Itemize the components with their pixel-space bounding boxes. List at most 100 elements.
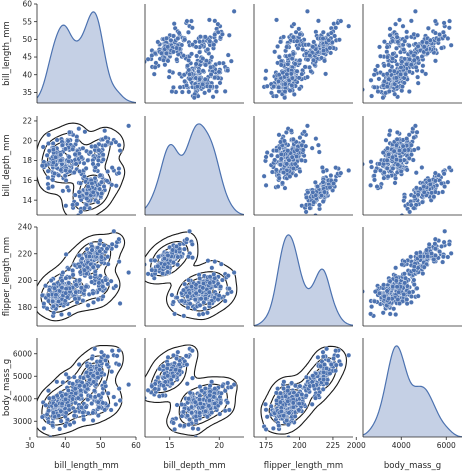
scatter-point: [177, 84, 183, 90]
scatter-point: [102, 128, 108, 134]
y-tick-label: 16: [22, 176, 32, 185]
scatter-point: [320, 386, 326, 392]
scatter-point: [138, 76, 143, 81]
scatter-point: [313, 395, 319, 401]
scatter-point: [97, 358, 103, 364]
scatter-point: [116, 236, 122, 242]
scatter-point: [189, 42, 195, 48]
scatter-point: [44, 306, 50, 312]
scatter-point: [401, 291, 407, 297]
scatter-point: [325, 357, 331, 363]
scatter-point: [105, 169, 111, 175]
scatter-point: [211, 271, 217, 277]
scatter-point: [39, 414, 45, 420]
scatter-point: [175, 35, 181, 41]
kde-fill-bill_depth_mm: [145, 123, 244, 215]
scatter-point: [333, 25, 339, 31]
scatter-point: [82, 129, 88, 135]
scatter-point: [72, 192, 78, 198]
scatter-points: [261, 123, 352, 215]
scatter-point: [290, 165, 296, 171]
scatter-point: [109, 369, 115, 375]
scatter-point: [156, 393, 162, 399]
scatter-point: [90, 264, 96, 270]
scatter-point: [327, 370, 333, 376]
scatter-point: [276, 132, 282, 138]
scatter-point: [320, 179, 326, 185]
scatter-point: [363, 87, 365, 93]
scatter-point: [381, 282, 387, 288]
scatter-point: [100, 152, 106, 158]
scatter-point: [442, 184, 448, 190]
scatter-point: [273, 93, 279, 99]
scatter-point: [415, 293, 421, 299]
scatter-point: [111, 228, 117, 234]
scatter-point: [70, 146, 76, 152]
scatter-point: [50, 303, 56, 309]
scatter-point: [281, 169, 287, 175]
scatter-point: [199, 388, 205, 394]
scatter-point: [184, 18, 190, 24]
scatter-point: [411, 264, 417, 270]
scatter-point: [187, 71, 193, 77]
scatter-point: [175, 349, 181, 355]
scatter-point: [285, 61, 291, 67]
scatter-point: [193, 61, 199, 67]
scatter-point: [62, 423, 68, 429]
scatter-point: [76, 362, 82, 368]
scatter-point: [170, 247, 176, 253]
scatter-point: [390, 51, 396, 57]
panel-bill_depth_mm-vs-flipper_length_mm: [261, 123, 352, 215]
scatter-point: [189, 404, 195, 410]
scatter-point: [177, 71, 183, 77]
scatter-point: [282, 95, 288, 101]
scatter-point: [197, 76, 203, 82]
scatter-point: [310, 189, 316, 195]
scatter-point: [202, 34, 208, 40]
scatter-point: [78, 209, 84, 215]
scatter-point: [66, 311, 72, 317]
scatter-point: [152, 258, 158, 264]
scatter-point: [175, 254, 181, 260]
scatter-point: [218, 390, 224, 396]
scatter-point: [288, 128, 294, 134]
scatter-point: [368, 104, 373, 109]
scatter-point: [263, 182, 269, 188]
scatter-point: [408, 142, 414, 148]
scatter-point: [200, 311, 206, 317]
scatter-point: [78, 404, 84, 410]
scatter-point: [297, 135, 303, 141]
scatter-point: [70, 272, 76, 278]
scatter-point: [368, 159, 374, 165]
scatter-point: [186, 277, 192, 283]
scatter-point: [421, 44, 427, 50]
scatter-point: [386, 296, 392, 302]
scatter-point: [404, 167, 410, 173]
scatter-point: [381, 293, 387, 299]
scatter-point: [332, 33, 338, 39]
scatter-point: [161, 383, 167, 389]
scatter-point: [423, 71, 429, 77]
scatter-point: [226, 407, 232, 413]
scatter-point: [102, 407, 108, 413]
scatter-point: [77, 168, 83, 174]
scatter-point: [80, 145, 86, 151]
scatter-point: [283, 393, 289, 399]
scatter-point: [102, 357, 108, 363]
scatter-point: [384, 54, 390, 60]
x-tick-label: 60: [131, 441, 141, 450]
scatter-point: [323, 71, 329, 77]
scatter-point: [212, 75, 218, 81]
scatter-point: [100, 293, 106, 299]
scatter-points: [261, 8, 352, 101]
scatter-point: [99, 179, 105, 185]
scatter-point: [179, 413, 185, 419]
scatter-point: [446, 165, 452, 171]
scatter-point: [387, 32, 393, 38]
scatter-point: [372, 298, 378, 304]
scatter-point: [210, 94, 216, 100]
scatter-point: [204, 414, 210, 420]
scatter-point: [436, 37, 442, 43]
scatter-point: [194, 84, 200, 90]
scatter-point: [100, 284, 106, 290]
